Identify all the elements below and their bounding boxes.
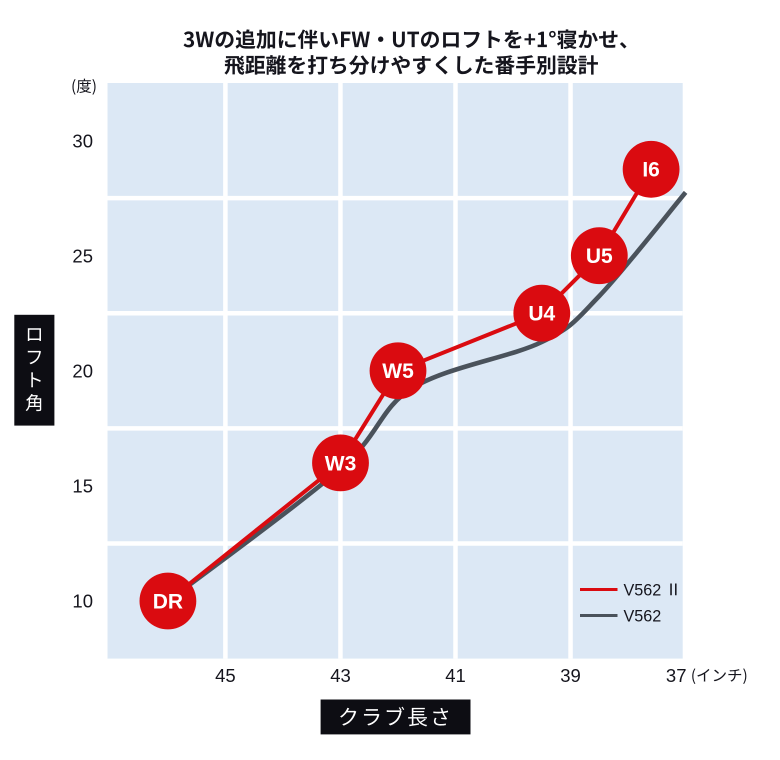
marker-u4: U4: [513, 284, 571, 342]
y-axis-title-char: [25, 394, 42, 412]
x-axis-title: [320, 699, 471, 735]
axis-tick-labels: 45 43 41 39 37 30 25 20 15 10: [72, 130, 686, 686]
y-axis-unit: [72, 78, 96, 95]
marker-w3: W3: [312, 434, 369, 492]
marker-dr: DR: [139, 572, 197, 630]
x-tick-label: 37: [666, 665, 687, 686]
chart-title: [183, 29, 627, 75]
y-axis-title: [14, 314, 55, 426]
x-axis-title-box: [320, 699, 471, 735]
legend-label: V562: [624, 607, 662, 625]
marker-circle: [139, 572, 197, 630]
marker-label: W3: [325, 452, 357, 475]
chart-title-line2: [224, 55, 598, 75]
legend-label-suffix-ii: [670, 583, 677, 596]
y-tick-label: 15: [72, 476, 93, 497]
marker-circle: [513, 284, 571, 342]
marker-circle: [570, 227, 628, 285]
x-tick-label: 39: [560, 665, 581, 686]
marker-label: W5: [382, 360, 414, 383]
marker-i6: I6: [622, 140, 680, 198]
marker-label: DR: [153, 590, 183, 613]
series-line-v562: [166, 190, 688, 603]
chart-title-line1: [183, 29, 627, 49]
y-axis-title-text: [25, 328, 42, 412]
x-axis-unit: [692, 668, 747, 685]
marker-u5: U5: [570, 227, 628, 285]
marker-circle: [622, 140, 680, 198]
marker-circle: [369, 342, 427, 400]
x-tick-label: 43: [330, 665, 351, 686]
marker-w5: W5: [369, 342, 427, 400]
x-axis-title-text: [340, 706, 449, 727]
legend: V562 V562: [580, 581, 677, 625]
marker-label: U5: [586, 245, 613, 268]
y-tick-label: 10: [72, 591, 93, 612]
marker-label: I6: [642, 159, 660, 182]
y-axis-title-char: [31, 372, 41, 388]
x-tick-label: 41: [445, 665, 466, 686]
y-axis-title-box: [14, 314, 55, 426]
x-axis-title-text-group: [340, 706, 449, 727]
marker-circle: [312, 434, 369, 492]
y-tick-label: 25: [72, 245, 93, 266]
y-tick-label: 30: [72, 130, 93, 151]
marker-label: U4: [528, 303, 555, 326]
legend-item: V562: [580, 607, 661, 625]
y-axis-title-char: [27, 328, 42, 342]
legend-label: V562: [624, 581, 662, 599]
series-markers: DR W3 W5 U4 U5 I6: [139, 140, 680, 630]
x-tick-label: 45: [215, 665, 236, 686]
y-tick-label: 20: [72, 361, 93, 382]
y-axis-title-char: [27, 350, 42, 365]
legend-item: V562: [580, 581, 677, 599]
